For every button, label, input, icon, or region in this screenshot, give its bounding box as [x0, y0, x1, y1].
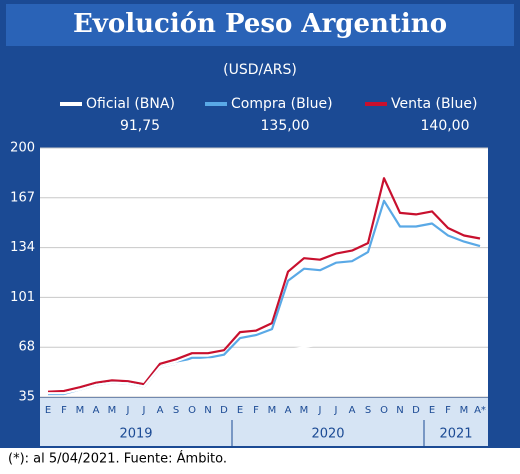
legend-label: Oficial (BNA): [86, 96, 175, 112]
x-tick-label: N: [396, 405, 403, 416]
x-tick-label: J: [142, 405, 146, 416]
x-tick-label: A: [157, 405, 164, 416]
x-tick-label: F: [253, 405, 259, 416]
x-tick-label: O: [380, 405, 388, 416]
x-tick-label: O: [188, 405, 196, 416]
x-tick-label: M: [300, 405, 309, 416]
year-label: 2019: [119, 427, 152, 442]
y-tick-label: 200: [10, 141, 35, 156]
x-tick-label: D: [412, 405, 420, 416]
legend-value: 91,75: [120, 118, 160, 134]
y-tick-label: 134: [10, 240, 35, 255]
series-line: [48, 310, 481, 395]
year-label: 2020: [311, 427, 344, 442]
x-tick-label: J: [334, 405, 338, 416]
y-tick-label: 167: [10, 190, 35, 205]
y-tick-label: 101: [10, 290, 35, 305]
x-tick-label: M: [76, 405, 85, 416]
x-tick-label: S: [365, 405, 371, 416]
x-tick-label: M: [460, 405, 469, 416]
chart-title: Evolución Peso Argentino: [73, 9, 447, 39]
x-tick-label: D: [220, 405, 228, 416]
x-tick-label: J: [318, 405, 322, 416]
x-tick-label: E: [45, 405, 51, 416]
x-tick-label: M: [268, 405, 277, 416]
plot-area: [40, 148, 488, 397]
title-box: [6, 4, 514, 46]
x-tick-label: E: [429, 405, 435, 416]
y-tick-label: 68: [18, 340, 35, 355]
legend-value: 135,00: [261, 118, 310, 134]
legend-label: Venta (Blue): [391, 96, 477, 112]
x-tick-label: A*: [474, 405, 486, 416]
x-tick-label: F: [445, 405, 451, 416]
x-tick-label: E: [237, 405, 243, 416]
x-tick-label: A: [349, 405, 356, 416]
x-tick-label: J: [126, 405, 130, 416]
x-tick-label: N: [204, 405, 211, 416]
year-label: 2021: [439, 427, 472, 442]
x-tick-label: M: [108, 405, 117, 416]
legend-label: Compra (Blue): [231, 96, 333, 112]
legend-value: 140,00: [421, 118, 470, 134]
x-tick-label: S: [173, 405, 179, 416]
series-line: [47, 177, 481, 393]
x-tick-label: A: [285, 405, 292, 416]
x-tick-label: A: [93, 405, 100, 416]
footnote: (*): al 5/04/2021. Fuente: Ámbito.: [8, 451, 227, 467]
subtitle: (USD/ARS): [223, 62, 297, 78]
x-tick-label: F: [61, 405, 67, 416]
x-axis-band: [40, 398, 488, 446]
y-tick-label: 35: [18, 390, 35, 405]
